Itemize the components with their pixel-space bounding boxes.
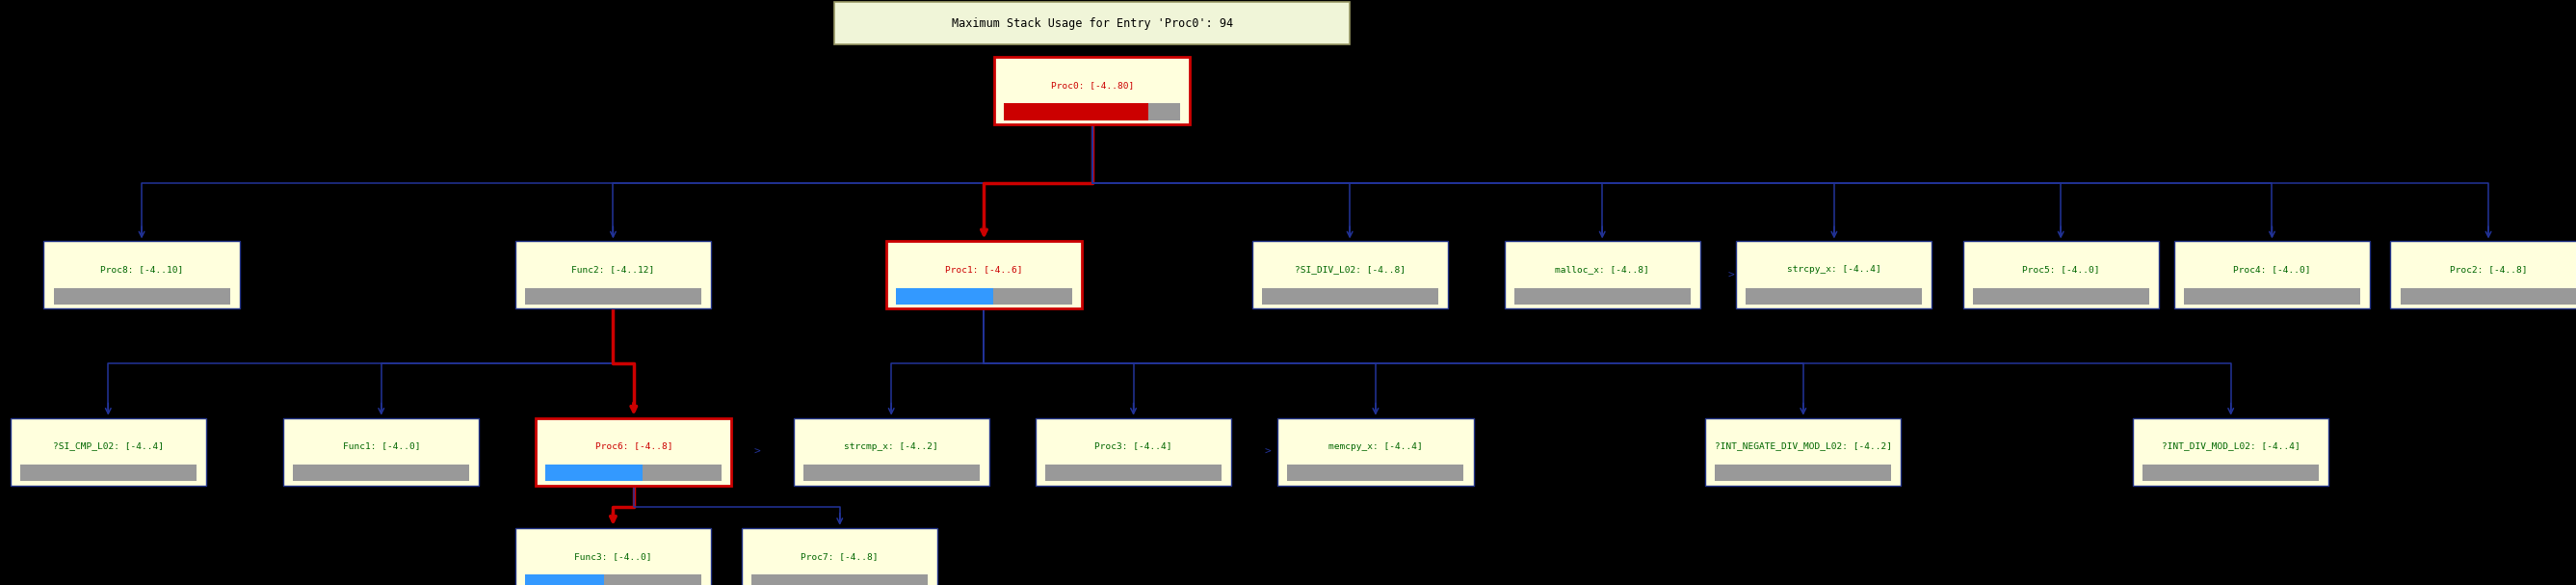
Text: Proc1: [-4..6]: Proc1: [-4..6] [945, 265, 1023, 274]
Bar [1262, 288, 1437, 305]
FancyBboxPatch shape [1504, 241, 1700, 309]
Bar [1747, 288, 1798, 305]
Bar [2184, 288, 2236, 305]
FancyBboxPatch shape [1963, 241, 2159, 309]
Text: memcpy_x: [-4..4]: memcpy_x: [-4..4] [1329, 442, 1422, 450]
FancyBboxPatch shape [793, 418, 989, 486]
Bar [2184, 288, 2360, 305]
Text: Proc8: [-4..10]: Proc8: [-4..10] [100, 265, 183, 274]
Bar [1716, 464, 1767, 481]
Bar [546, 464, 641, 481]
FancyBboxPatch shape [44, 241, 240, 309]
FancyBboxPatch shape [742, 528, 938, 585]
FancyBboxPatch shape [515, 528, 711, 585]
Bar [2401, 288, 2452, 305]
Text: Proc3: [-4..4]: Proc3: [-4..4] [1095, 442, 1172, 450]
Bar [896, 288, 992, 305]
Bar [1515, 288, 1566, 305]
Text: Func2: [-4..12]: Func2: [-4..12] [572, 265, 654, 274]
Bar [526, 574, 605, 585]
Text: Maximum Stack Usage for Entry 'Proc0': 94: Maximum Stack Usage for Entry 'Proc0': 9… [951, 17, 1234, 30]
Text: Func1: [-4..0]: Func1: [-4..0] [343, 442, 420, 450]
Bar [1288, 464, 1463, 481]
Bar [1005, 104, 1149, 121]
Bar [752, 574, 927, 585]
Bar [1515, 288, 1690, 305]
Bar [21, 464, 196, 481]
Text: >: > [755, 447, 760, 456]
Bar [1747, 288, 1922, 305]
Bar [752, 574, 804, 585]
Bar [546, 464, 721, 481]
Text: ?SI_DIV_L02: [-4..8]: ?SI_DIV_L02: [-4..8] [1293, 265, 1406, 274]
Text: Func3: [-4..0]: Func3: [-4..0] [574, 552, 652, 560]
Bar [526, 288, 577, 305]
Bar [1716, 464, 1891, 481]
Bar [1973, 288, 2025, 305]
FancyBboxPatch shape [10, 418, 206, 486]
FancyBboxPatch shape [283, 418, 479, 486]
Text: Proc4: [-4..0]: Proc4: [-4..0] [2233, 265, 2311, 274]
FancyBboxPatch shape [1036, 418, 1231, 486]
Bar [294, 464, 345, 481]
Bar [804, 464, 855, 481]
Bar [54, 288, 106, 305]
FancyBboxPatch shape [835, 2, 1350, 44]
FancyBboxPatch shape [1278, 418, 1473, 486]
Bar [2143, 464, 2318, 481]
Text: Proc7: [-4..8]: Proc7: [-4..8] [801, 552, 878, 560]
Bar [1288, 464, 1340, 481]
Bar [896, 288, 1072, 305]
Text: malloc_x: [-4..8]: malloc_x: [-4..8] [1556, 265, 1649, 274]
Bar [2401, 288, 2576, 305]
Text: strcmp_x: [-4..2]: strcmp_x: [-4..2] [845, 442, 938, 450]
Bar [804, 464, 979, 481]
Text: Proc6: [-4..8]: Proc6: [-4..8] [595, 442, 672, 450]
Bar [2143, 464, 2195, 481]
Text: >: > [1265, 447, 1270, 456]
Text: Proc0: [-4..80]: Proc0: [-4..80] [1051, 81, 1133, 90]
FancyBboxPatch shape [1705, 418, 1901, 486]
Bar [54, 288, 229, 305]
FancyBboxPatch shape [515, 241, 711, 309]
Bar [526, 574, 701, 585]
Bar [1262, 288, 1314, 305]
Bar [1973, 288, 2148, 305]
Bar [21, 464, 72, 481]
FancyBboxPatch shape [536, 418, 732, 486]
Text: ?SI_CMP_L02: [-4..4]: ?SI_CMP_L02: [-4..4] [52, 442, 165, 450]
Text: ?INT_DIV_MOD_L02: [-4..4]: ?INT_DIV_MOD_L02: [-4..4] [2161, 442, 2300, 450]
Text: Proc2: [-4..8]: Proc2: [-4..8] [2450, 265, 2527, 274]
FancyBboxPatch shape [1736, 241, 1932, 309]
FancyBboxPatch shape [886, 241, 1082, 309]
Bar [1046, 464, 1097, 481]
Text: ?INT_NEGATE_DIV_MOD_L02: [-4..2]: ?INT_NEGATE_DIV_MOD_L02: [-4..2] [1716, 442, 1891, 450]
Bar [1005, 104, 1180, 121]
Text: strcpy_x: [-4..4]: strcpy_x: [-4..4] [1788, 265, 1880, 274]
FancyBboxPatch shape [994, 57, 1190, 125]
Bar [294, 464, 469, 481]
FancyBboxPatch shape [2174, 241, 2370, 309]
Text: >: > [1728, 270, 1734, 280]
Bar [526, 288, 701, 305]
Text: Proc5: [-4..0]: Proc5: [-4..0] [2022, 265, 2099, 274]
FancyBboxPatch shape [2133, 418, 2329, 486]
Bar [1046, 464, 1221, 481]
FancyBboxPatch shape [2391, 241, 2576, 309]
FancyBboxPatch shape [1252, 241, 1448, 309]
